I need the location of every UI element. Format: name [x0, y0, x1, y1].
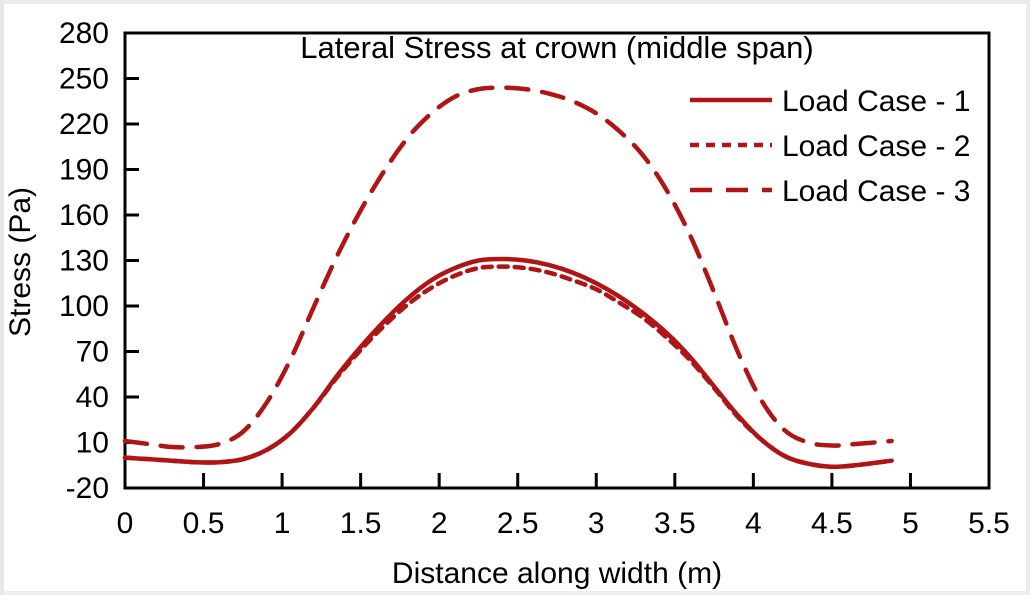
- x-tick-label: 5: [902, 507, 919, 540]
- series-line-3: [122, 85, 894, 450]
- y-tick-label: 220: [59, 108, 109, 141]
- x-tick-label: 3.5: [654, 507, 696, 540]
- y-tick-label: 130: [59, 245, 109, 278]
- y-tick-label: -20: [66, 472, 109, 505]
- y-tick-label: 190: [59, 154, 109, 187]
- series-line-2: [122, 264, 894, 470]
- x-axis-title: Distance along width (m): [392, 557, 722, 590]
- x-axis-ticks: [202, 473, 912, 488]
- series-line-1: [122, 256, 894, 470]
- x-tick-label: 4.5: [811, 507, 853, 540]
- y-tick-label: 160: [59, 199, 109, 232]
- y-axis-ticks: [125, 77, 139, 444]
- legend-label-2: Load Case - 2: [782, 130, 970, 163]
- y-tick-label: 100: [59, 290, 109, 323]
- y-tick-label: 250: [59, 63, 109, 96]
- x-tick-label: 2: [431, 507, 448, 540]
- x-tick-label: 2.5: [497, 507, 539, 540]
- y-axis-tick-labels: 280 250 220 190 160 130 100 70 40 10 -20: [59, 17, 109, 505]
- y-tick-label: 70: [76, 336, 109, 369]
- x-tick-label: 0: [117, 507, 134, 540]
- y-tick-label: 10: [76, 427, 109, 460]
- y-tick-label: 280: [59, 17, 109, 50]
- legend-label-3: Load Case - 3: [782, 175, 970, 208]
- y-tick-label: 40: [76, 381, 109, 414]
- x-tick-label: 1.5: [340, 507, 382, 540]
- y-axis-title: Stress (Pa): [4, 187, 37, 337]
- x-tick-label: 5.5: [968, 507, 1010, 540]
- chart-legend: Load Case - 1 Load Case - 2 Load Case - 3: [690, 85, 970, 208]
- data-series-group: [122, 85, 894, 470]
- x-axis-tick-labels: 0 0.5 1 1.5 2 2.5 3 3.5 4 4.5 5 5.5: [117, 507, 1010, 540]
- x-tick-label: 0.5: [183, 507, 225, 540]
- x-tick-label: 4: [745, 507, 762, 540]
- x-tick-label: 3: [588, 507, 605, 540]
- chart-title: Lateral Stress at crown (middle span): [300, 30, 813, 65]
- x-tick-label: 1: [274, 507, 291, 540]
- legend-label-1: Load Case - 1: [782, 85, 970, 118]
